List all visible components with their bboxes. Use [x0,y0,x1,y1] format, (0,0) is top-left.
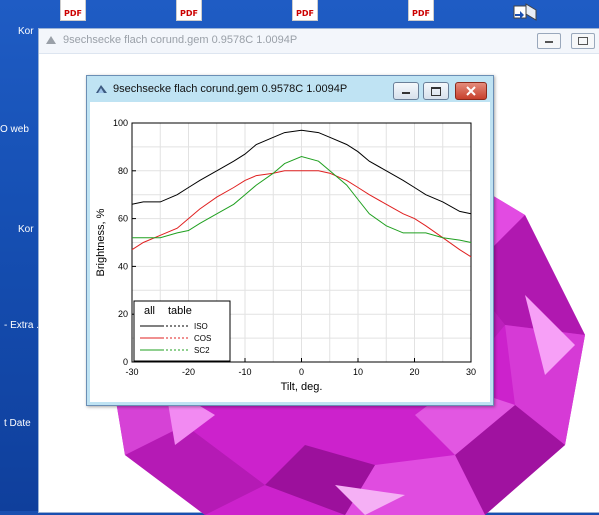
desktop-label[interactable]: O web [0,124,29,135]
window-title: 9sechsecke flach corund.gem 0.9578C 1.00… [113,83,348,95]
y-tick-label: 20 [118,309,128,319]
minimize-icon [402,92,410,94]
window-titlebar[interactable]: 9sechsecke flach corund.gem 0.9578C 1.00… [39,29,599,54]
desktop-label[interactable]: t Date [4,418,31,429]
minimize-icon [545,41,553,43]
desktop-label[interactable]: - Extra ... [4,320,45,331]
series-line-cos [131,170,472,258]
window-titlebar[interactable]: 9sechsecke flach corund.gem 0.9578C 1.00… [87,76,493,102]
legend-header-table: table [168,305,192,317]
close-button[interactable] [455,82,487,100]
maximize-button[interactable] [571,33,595,49]
window-title: 9sechsecke flach corund.gem 0.9578C 1.00… [63,34,298,46]
desktop-label[interactable]: Kor [18,224,34,235]
legend-label: SC2 [194,346,210,355]
y-tick-label: 40 [118,261,128,271]
series-layer [131,129,472,258]
maximize-button[interactable] [423,82,449,100]
y-tick-label: 0 [123,357,128,367]
axis-ticks: -30 -20 -10 0 10 20 30 0 20 40 60 80 100 [113,118,476,377]
pdf-file-icon[interactable]: PDF [176,0,202,21]
pdf-file-icon[interactable]: PDF [292,0,318,21]
maximize-icon [431,87,441,96]
x-tick-label: 30 [466,367,476,377]
chart-panel: -30 -20 -10 0 10 20 30 0 20 40 60 80 100 Tilt, deg. … [90,102,490,402]
x-tick-label: 0 [299,367,304,377]
minimize-button[interactable] [537,33,561,49]
maximize-icon [578,37,588,45]
minimize-button[interactable] [393,82,419,100]
y-axis-label: Brightness, % [95,208,107,276]
x-tick-label: -20 [182,367,195,377]
y-tick-label: 100 [113,118,128,128]
series-line-iso [131,129,472,215]
pdf-file-icon[interactable]: PDF [408,0,434,21]
x-tick-label: 10 [353,367,363,377]
x-tick-label: 20 [409,367,419,377]
legend-header-all: all [144,305,155,317]
legend-label: COS [194,334,211,343]
brightness-chart-window: 9sechsecke flach corund.gem 0.9578C 1.00… [86,75,494,406]
app-logo-icon [46,36,56,44]
desktop-label[interactable]: Kor [18,26,34,37]
x-tick-label: -30 [125,367,138,377]
app-shortcut-icon[interactable] [512,2,540,22]
pdf-file-icon[interactable]: PDF [60,0,86,21]
x-axis-label: Tilt, deg. [281,381,323,393]
app-logo-icon [96,85,107,93]
x-tick-label: -10 [238,367,251,377]
legend-label: ISO [194,322,208,331]
y-tick-label: 60 [118,214,128,224]
series-line-sc2 [132,155,472,243]
close-icon [466,86,476,96]
y-tick-label: 80 [118,166,128,176]
legend-box [133,300,231,362]
